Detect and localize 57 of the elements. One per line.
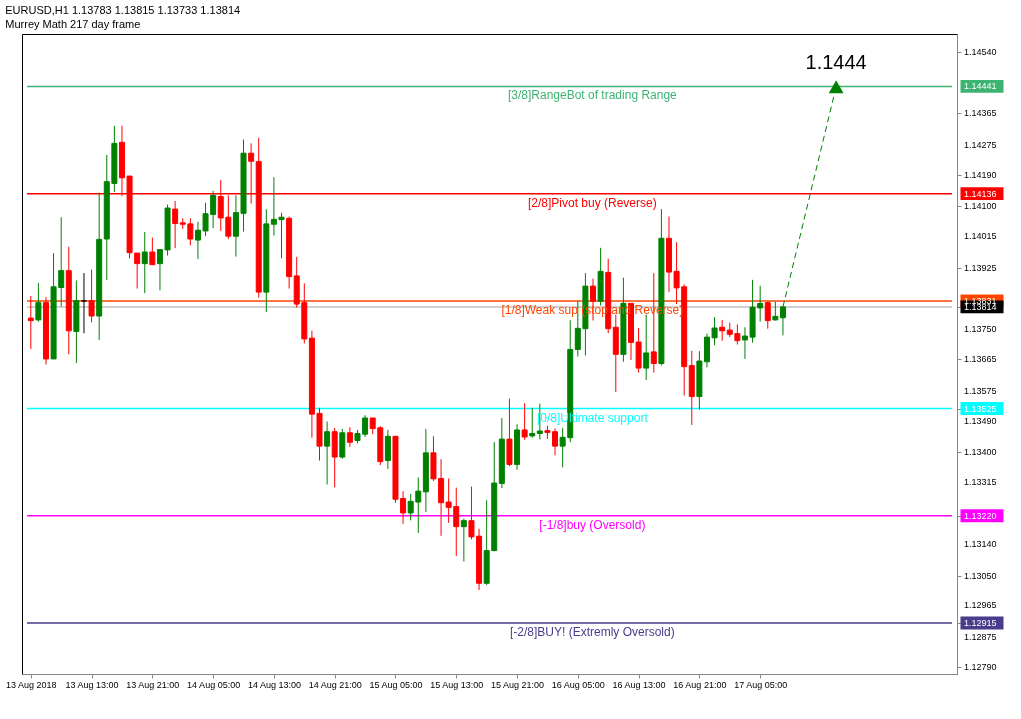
y-tick-label: 1.12965: [964, 600, 997, 611]
ref-line-label: [2/8]Pivot buy (Reverse): [527, 195, 657, 210]
x-tick-label: 13 Aug 13:00: [65, 679, 119, 690]
candlestick: [324, 421, 331, 485]
ref-line-label: [-2/8]BUY! (Extremly Oversold): [510, 625, 675, 640]
candlestick: [27, 295, 34, 350]
candlestick: [35, 282, 42, 323]
ref-line-label: [-1/8]buy (Oversold): [539, 517, 646, 532]
y-tick-label: 1.14190: [964, 169, 997, 180]
annotation: 1.1444: [805, 50, 867, 73]
x-tick-label: 15 Aug 05:00: [369, 679, 423, 690]
x-tick-label: 16 Aug 21:00: [673, 679, 727, 690]
x-tick-label: 16 Aug 05:00: [551, 679, 605, 690]
x-tick-label: 17 Aug 05:00: [734, 679, 788, 690]
y-tick-label: 1.13525: [964, 403, 997, 414]
y-tick-label: 1.13490: [964, 415, 997, 426]
y-tick-label: 1.12915: [964, 618, 997, 629]
y-tick-label: 1.14136: [964, 188, 997, 199]
candlestick: [141, 231, 148, 294]
y-tick-label: 1.13050: [964, 570, 997, 581]
x-tick-label: 13 Aug 2018: [6, 679, 57, 690]
y-tick-label: 1.14015: [964, 231, 997, 242]
candlestick: [80, 272, 87, 334]
candlestick: [149, 237, 156, 266]
candlestick: [172, 200, 179, 249]
x-tick-label: 15 Aug 13:00: [430, 679, 484, 690]
chart-title: EURUSD,H1 1.13783 1.13815 1.13733 1.13814: [5, 4, 241, 16]
y-tick-label: 1.12875: [964, 632, 997, 643]
y-tick-label: 1.14441: [964, 81, 997, 92]
y-tick-label: 1.12790: [964, 661, 997, 672]
candlestick: [719, 319, 726, 342]
y-tick-label: 1.13315: [964, 477, 997, 488]
y-tick-label: 1.13750: [964, 324, 997, 335]
y-tick-label: 1.13400: [964, 447, 997, 458]
x-tick-label: 16 Aug 13:00: [612, 679, 666, 690]
candlestick: [764, 301, 771, 330]
x-tick-label: 14 Aug 13:00: [247, 679, 301, 690]
candlestick: [521, 402, 528, 441]
candlestick: [88, 269, 95, 323]
y-tick-label: 1.14275: [964, 139, 997, 150]
y-tick-label: 1.13665: [964, 354, 997, 365]
x-tick-label: 15 Aug 21:00: [491, 679, 545, 690]
y-tick-label: 1.14365: [964, 108, 997, 119]
x-tick-label: 13 Aug 21:00: [126, 679, 180, 690]
chart-subtitle: Murrey Math 217 day frame: [5, 18, 141, 30]
candlestick: [346, 426, 353, 448]
y-tick-label: 1.14100: [964, 201, 997, 212]
y-tick-label: 1.13140: [964, 538, 997, 549]
x-tick-label: 14 Aug 21:00: [308, 679, 362, 690]
y-tick-label: 1.13925: [964, 262, 997, 273]
y-tick-label: 1.13575: [964, 385, 997, 396]
y-tick-label: 1.13220: [964, 510, 997, 521]
ref-line-label: [3/8]RangeBot of trading Range: [507, 88, 678, 103]
x-tick-label: 14 Aug 05:00: [187, 679, 241, 690]
y-tick-label: 1.14540: [964, 46, 997, 57]
candlestick: [529, 407, 536, 439]
candlestick: [460, 518, 467, 562]
